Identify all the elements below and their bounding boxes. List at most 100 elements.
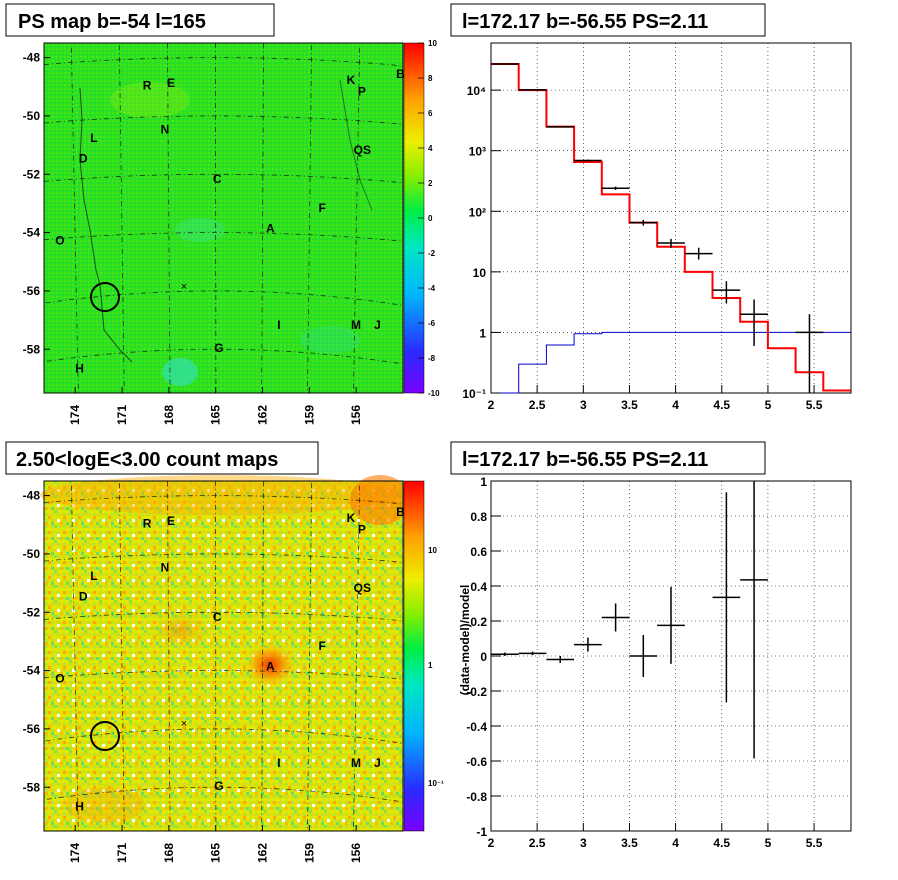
x-tick-label: 2 (488, 836, 495, 850)
y-tick-label: -54 (23, 664, 41, 678)
y-tick-label: 10² (469, 205, 486, 219)
colorbar-tick-label: -10 (428, 389, 440, 398)
y-tick-label: -1 (476, 825, 487, 839)
colorbar-tick-label: -8 (428, 354, 436, 363)
colorbar-tick-label: 10 (428, 39, 437, 48)
source-label-d: D (79, 590, 88, 604)
y-tick-label: -56 (23, 284, 41, 298)
x-tick-label: 168 (162, 405, 176, 425)
colorbar-tick-label: 1 (428, 661, 433, 670)
source-label-qs: QS (354, 581, 371, 595)
colorbar-tick-label: -2 (428, 249, 436, 258)
x-tick-label: 3 (580, 398, 587, 412)
source-label-g: G (214, 779, 223, 793)
x-tick-label: 165 (209, 843, 223, 863)
x-tick-label: 156 (349, 843, 363, 863)
count-map-colorbar (404, 481, 424, 831)
source-label-j: J (374, 756, 381, 770)
colorbar-tick-label: 0 (428, 214, 433, 223)
y-tick-label: -48 (23, 489, 41, 503)
source-label-h: H (75, 362, 84, 376)
y-tick-label: -0.6 (466, 755, 487, 769)
y-tick-label: -50 (23, 547, 41, 561)
source-label-p: P (358, 85, 366, 99)
source-label-k: K (347, 511, 356, 525)
count-map-patch (150, 612, 210, 648)
residual-y-axis-label: (data-model)/model (458, 585, 472, 696)
source-label-d: D (79, 152, 88, 166)
y-tick-label: 10⁻¹ (462, 387, 486, 401)
colorbar-tick-label: -4 (428, 284, 436, 293)
spectrum-frame (491, 43, 851, 393)
y-tick-label: 0 (480, 650, 487, 664)
y-tick-label: -50 (23, 109, 41, 123)
ps-map-cyan-patch (175, 218, 225, 242)
x-tick-label: 162 (256, 405, 270, 425)
source-label-i: I (277, 756, 280, 770)
y-tick-label: 0.4 (470, 580, 487, 594)
source-label-r: R (143, 517, 152, 531)
x-tick-label: 4.5 (713, 836, 730, 850)
source-label-f: F (318, 201, 325, 215)
ps-map-cyan-patch (162, 358, 198, 386)
source-label-b: B (396, 67, 405, 81)
source-label-l: L (90, 131, 97, 145)
source-label-n: N (161, 122, 170, 136)
x-tick-label: 3.5 (621, 398, 638, 412)
x-tick-label: 174 (68, 405, 82, 425)
x-tick-label: 2.5 (529, 398, 546, 412)
source-label-j: J (374, 318, 381, 332)
source-label-g: G (214, 341, 223, 355)
y-tick-label: -58 (23, 342, 41, 356)
colorbar-tick-label: 10⁻¹ (428, 779, 444, 788)
y-tick-label: -54 (23, 226, 41, 240)
source-label-p: P (358, 523, 366, 537)
y-tick-label: -0.4 (466, 720, 487, 734)
y-tick-label: 10⁴ (467, 84, 486, 98)
source-label-f: F (318, 639, 325, 653)
y-tick-label: 10³ (469, 145, 486, 159)
x-tick-label: 5.5 (806, 836, 823, 850)
source-label-r: R (143, 79, 152, 93)
y-tick-label: 0.2 (470, 615, 487, 629)
source-label-qs: QS (354, 143, 371, 157)
source-label-e: E (167, 76, 175, 90)
x-tick-label: 4 (672, 398, 679, 412)
source-label-o: O (55, 671, 64, 685)
cross-marker: × (181, 281, 187, 293)
source-label-n: N (161, 560, 170, 574)
x-tick-label: 4.5 (713, 398, 730, 412)
x-tick-label: 2.5 (529, 836, 546, 850)
x-tick-label: 3.5 (621, 836, 638, 850)
colorbar-tick-label: -6 (428, 319, 436, 328)
source-label-c: C (213, 610, 222, 624)
source-label-k: K (347, 73, 356, 87)
source-label-h: H (75, 800, 84, 814)
x-tick-label: 156 (349, 405, 363, 425)
colorbar-tick-label: 6 (428, 109, 433, 118)
x-tick-label: 165 (209, 405, 223, 425)
y-tick-label: -58 (23, 780, 41, 794)
source-label-o: O (55, 233, 64, 247)
x-tick-label: 174 (68, 843, 82, 863)
colorbar-tick-label: 10 (428, 546, 437, 555)
y-tick-label: 1 (479, 326, 486, 340)
x-tick-label: 2 (488, 398, 495, 412)
y-tick-label: -52 (23, 605, 41, 619)
count-map-title: 2.50<logE<3.00 count maps (16, 449, 278, 471)
source-label-l: L (90, 569, 97, 583)
x-tick-label: 5 (765, 836, 772, 850)
y-tick-label: -48 (23, 51, 41, 65)
source-label-a: A (266, 222, 275, 236)
x-tick-label: 171 (115, 843, 129, 863)
y-tick-label: 10 (473, 266, 487, 280)
source-label-i: I (277, 318, 280, 332)
y-tick-label: -52 (23, 167, 41, 181)
x-tick-label: 168 (162, 843, 176, 863)
y-tick-label: -56 (23, 722, 41, 736)
